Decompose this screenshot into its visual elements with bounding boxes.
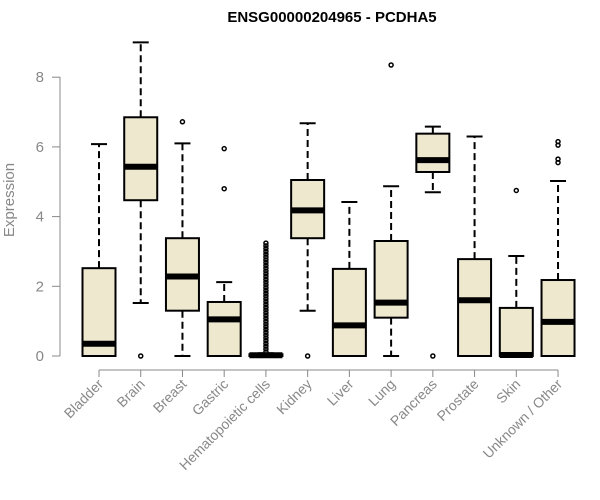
outlier-point bbox=[263, 282, 269, 288]
outlier-point bbox=[221, 145, 227, 152]
box-4 bbox=[206, 145, 242, 358]
box-6 bbox=[290, 122, 326, 359]
box-12 bbox=[540, 138, 576, 358]
x-tick-label: Skin bbox=[493, 376, 524, 407]
outlier-point bbox=[263, 243, 269, 249]
outlier-point bbox=[263, 337, 269, 344]
outlier-point bbox=[263, 298, 269, 305]
outlier-point bbox=[513, 187, 520, 194]
outlier-point bbox=[263, 287, 269, 294]
y-tick-label: 6 bbox=[36, 139, 44, 156]
box-2 bbox=[123, 41, 159, 359]
outlier-point bbox=[263, 340, 269, 347]
box-iqr bbox=[457, 258, 493, 358]
box-iqr bbox=[123, 116, 159, 202]
outlier-point bbox=[221, 185, 227, 192]
outlier-point bbox=[263, 321, 269, 327]
outlier-point bbox=[555, 156, 561, 162]
outlier-point bbox=[263, 343, 269, 349]
x-tick-label: Prostate bbox=[434, 376, 482, 424]
outlier-point bbox=[263, 276, 269, 283]
outlier-point bbox=[263, 329, 269, 336]
x-tick-label: Liver bbox=[324, 376, 357, 409]
outlier-point bbox=[263, 262, 269, 269]
box-series bbox=[81, 41, 576, 359]
box-iqr bbox=[373, 239, 409, 319]
x-tick-label: Breast bbox=[150, 376, 190, 416]
box-iqr bbox=[415, 132, 451, 173]
outlier-point bbox=[263, 332, 269, 338]
y-tick-label: 8 bbox=[36, 69, 44, 86]
outlier-point bbox=[263, 251, 269, 257]
outlier-point bbox=[263, 257, 269, 263]
box-1 bbox=[81, 143, 117, 358]
outlier-point bbox=[388, 62, 394, 68]
outlier-point bbox=[137, 353, 144, 359]
outlier-point bbox=[263, 259, 269, 266]
outlier-point bbox=[263, 279, 269, 285]
y-tick-label: 0 bbox=[36, 348, 44, 365]
x-tick-label: Bladder bbox=[61, 376, 107, 422]
x-tick-label: Kidney bbox=[273, 376, 315, 418]
x-tick-label: Lung bbox=[365, 376, 398, 409]
box-iqr bbox=[498, 306, 534, 358]
outlier-point bbox=[263, 245, 269, 252]
x-tick-label: Brain bbox=[113, 376, 147, 410]
outlier-point bbox=[263, 312, 269, 319]
y-tick-label: 4 bbox=[36, 209, 44, 226]
box-9 bbox=[415, 125, 451, 359]
outlier-point bbox=[263, 268, 269, 274]
outlier-point bbox=[263, 301, 269, 308]
box-10 bbox=[457, 135, 493, 358]
outlier-point bbox=[304, 353, 311, 359]
outlier-point bbox=[430, 353, 436, 359]
outlier-point bbox=[263, 290, 269, 297]
outlier-point bbox=[263, 349, 269, 355]
box-7 bbox=[331, 200, 367, 357]
box-iqr bbox=[331, 267, 367, 357]
outlier-point bbox=[263, 296, 269, 302]
box-5 bbox=[248, 240, 284, 359]
chart-title: ENSG00000204965 - PCDHA5 bbox=[227, 9, 436, 26]
y-axis-label: Expression bbox=[1, 163, 18, 237]
y-tick-label: 2 bbox=[36, 278, 44, 295]
outlier-point bbox=[179, 119, 186, 125]
x-tick-label: Unknown / Other bbox=[480, 376, 566, 462]
outlier-point bbox=[263, 254, 269, 260]
outlier-point bbox=[263, 307, 269, 313]
outlier-point bbox=[263, 326, 269, 333]
outlier-point bbox=[263, 318, 269, 324]
outlier-point bbox=[263, 240, 269, 246]
box-iqr bbox=[206, 300, 242, 358]
box-3 bbox=[164, 119, 200, 357]
outlier-point bbox=[263, 315, 269, 322]
outlier-point bbox=[263, 273, 269, 280]
outlier-point bbox=[263, 284, 269, 291]
box-8 bbox=[373, 62, 409, 357]
box-11 bbox=[498, 187, 534, 358]
box-iqr bbox=[540, 279, 576, 358]
outlier-point bbox=[555, 138, 561, 145]
outlier-point bbox=[263, 335, 269, 341]
outlier-point bbox=[263, 265, 269, 271]
outlier-point bbox=[263, 304, 269, 310]
y-axis-ticks: 0 2 4 6 8 bbox=[36, 69, 60, 365]
outlier-point bbox=[263, 248, 269, 255]
outlier-point bbox=[263, 293, 269, 299]
outlier-point bbox=[263, 323, 269, 330]
outlier-point bbox=[263, 346, 269, 352]
outlier-point bbox=[263, 271, 269, 277]
outlier-point bbox=[263, 310, 269, 316]
